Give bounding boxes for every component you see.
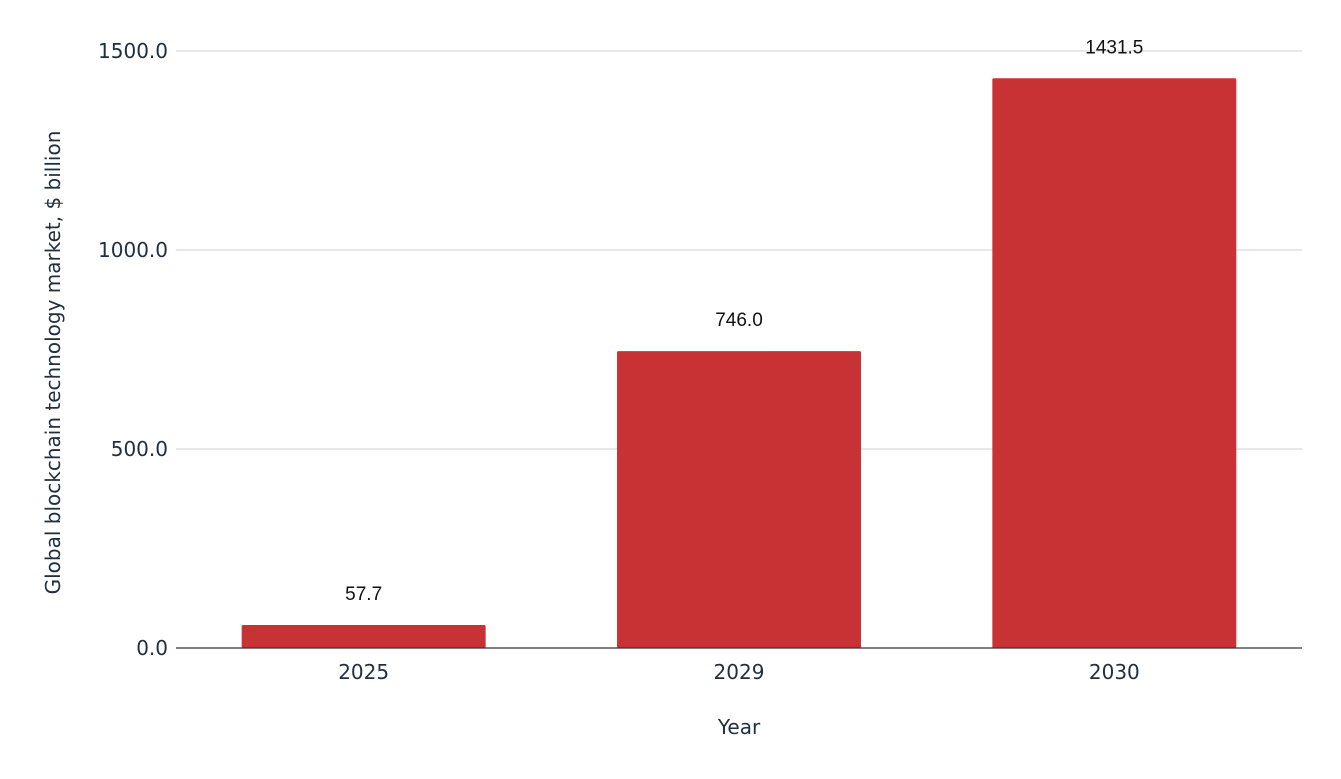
- y-tick-label: 1000.0: [98, 238, 168, 262]
- y-axis-ticks: 0.0 500.0 1000.0 1500.0: [98, 39, 168, 660]
- x-axis-title: Year: [717, 715, 761, 739]
- bar: [992, 78, 1237, 648]
- bars: [241, 78, 1237, 648]
- x-tick-label: 2029: [714, 660, 765, 684]
- y-tick-label: 0.0: [136, 636, 168, 660]
- data-labels: 57.7 746.0 1431.5: [345, 37, 1143, 605]
- x-axis-ticks: 2025 2029 2030: [338, 660, 1140, 684]
- y-tick-label: 500.0: [111, 437, 168, 461]
- bar-value-label: 1431.5: [1085, 37, 1143, 58]
- y-tick-label: 1500.0: [98, 39, 168, 63]
- x-tick-label: 2030: [1089, 660, 1140, 684]
- y-axis-title: Global blockchain technology market, $ b…: [41, 131, 65, 595]
- bar-value-label: 746.0: [715, 310, 763, 331]
- bar-value-label: 57.7: [345, 584, 382, 605]
- x-tick-label: 2025: [338, 660, 389, 684]
- bar: [241, 625, 486, 648]
- bar: [617, 351, 861, 648]
